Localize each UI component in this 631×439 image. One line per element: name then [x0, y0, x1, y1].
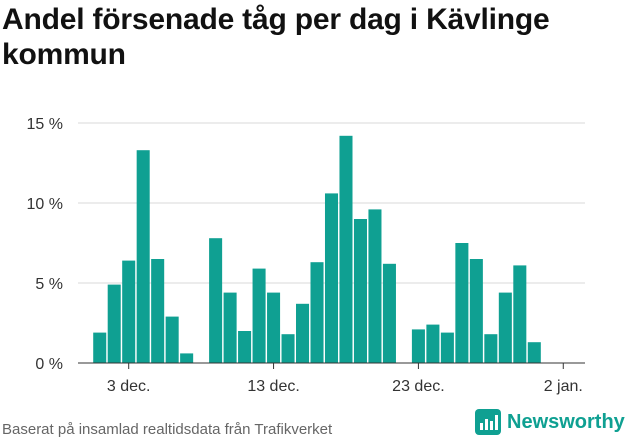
bar — [93, 332, 107, 363]
bar — [165, 316, 179, 363]
bar — [469, 259, 483, 363]
bar — [296, 303, 310, 363]
newsworthy-logo: Newsworthy — [475, 409, 625, 435]
bar — [122, 260, 136, 363]
bar — [252, 268, 266, 363]
bar — [107, 284, 121, 363]
bar — [136, 150, 150, 363]
bar — [513, 265, 527, 363]
x-tick-label: 13 dec. — [247, 378, 299, 395]
bar — [455, 243, 469, 363]
bar — [209, 238, 223, 363]
bar — [426, 324, 440, 363]
bar — [281, 334, 295, 363]
x-tick-label: 2 jan. — [544, 378, 583, 395]
bar — [440, 332, 454, 363]
bar — [353, 219, 367, 363]
x-tick-label: 23 dec. — [392, 378, 444, 395]
chart-logo-icon — [475, 409, 501, 435]
y-tick-label: 10 % — [27, 196, 63, 213]
bar — [527, 342, 541, 363]
bar — [238, 331, 252, 363]
bar — [267, 292, 281, 363]
bar — [180, 353, 194, 363]
brand-name: Newsworthy — [507, 410, 625, 433]
bar — [382, 263, 396, 363]
bar — [368, 209, 382, 363]
y-tick-label: 0 % — [35, 356, 63, 373]
y-tick-label: 15 % — [27, 116, 63, 133]
source-note: Baserat på insamlad realtidsdata från Tr… — [2, 421, 333, 438]
y-tick-label: 5 % — [35, 276, 63, 293]
chart-title: Andel försenade tåg per dag i Kävlinge k… — [2, 3, 550, 71]
bar — [151, 259, 165, 363]
bar — [310, 262, 324, 363]
bar — [324, 193, 339, 363]
bar — [223, 292, 237, 363]
bar — [484, 334, 498, 363]
bar — [339, 135, 353, 363]
x-tick-label: 3 dec. — [107, 378, 151, 395]
bar-chart: 0 % 5 % 10 % 15 % 3 dec. 13 dec. 23 dec. 2 jan. — [27, 116, 585, 395]
bar — [498, 292, 512, 363]
bar — [411, 329, 425, 363]
